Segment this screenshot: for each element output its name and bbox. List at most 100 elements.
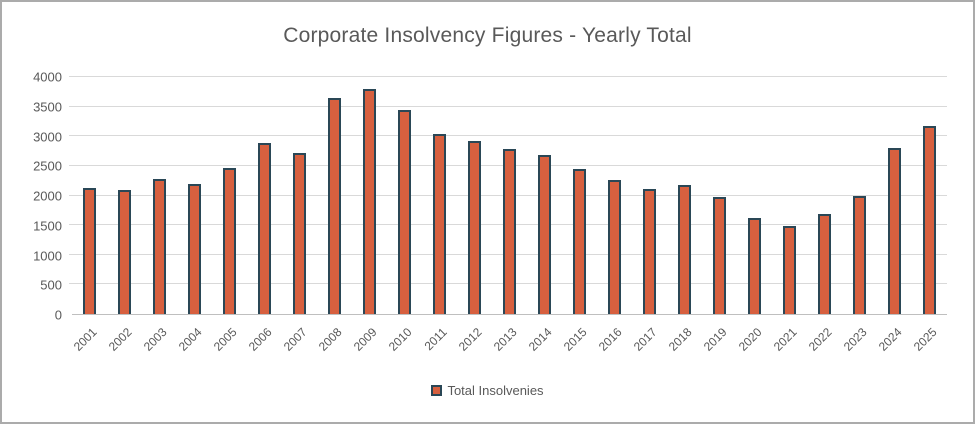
x-tick-slot: 2013 bbox=[490, 316, 527, 370]
bar-2019 bbox=[713, 197, 726, 314]
x-tick-label: 2010 bbox=[385, 325, 415, 354]
gridline bbox=[69, 105, 947, 107]
x-tick-slot: 2016 bbox=[596, 316, 632, 370]
x-tick-label: 2017 bbox=[630, 325, 660, 354]
bar-slot bbox=[492, 77, 527, 314]
x-tick-slot: 2002 bbox=[105, 316, 142, 370]
x-tick-label: 2006 bbox=[245, 325, 275, 354]
bar-slot bbox=[877, 77, 912, 314]
bar-slot bbox=[737, 77, 772, 314]
legend: Total Insolvenies bbox=[2, 383, 973, 398]
bar-2009 bbox=[363, 88, 376, 314]
x-tick-label: 2003 bbox=[140, 325, 170, 354]
x-tick-slot: 2025 bbox=[911, 316, 947, 370]
y-tick-label: 1000 bbox=[33, 248, 62, 263]
x-tick-label: 2004 bbox=[175, 325, 205, 354]
bar-slot bbox=[422, 77, 457, 314]
bar-2023 bbox=[853, 195, 866, 314]
bar-2014 bbox=[538, 154, 551, 314]
bar-slot bbox=[107, 77, 142, 314]
bar-series bbox=[72, 77, 947, 314]
bar-slot bbox=[457, 77, 492, 314]
bar-slot bbox=[772, 77, 807, 314]
x-tick-label: 2008 bbox=[315, 325, 345, 354]
bar-slot bbox=[912, 77, 947, 314]
x-tick-label: 2015 bbox=[560, 325, 590, 354]
bar-slot bbox=[562, 77, 597, 314]
x-tick-slot: 2017 bbox=[630, 316, 667, 370]
x-tick-slot: 2007 bbox=[280, 316, 317, 370]
bar-2025 bbox=[923, 126, 936, 314]
bar-slot bbox=[282, 77, 317, 314]
x-tick-label: 2011 bbox=[421, 325, 450, 354]
x-tick-label: 2022 bbox=[805, 325, 835, 354]
bar-slot bbox=[247, 77, 282, 314]
x-tick-slot: 2008 bbox=[315, 316, 352, 370]
bar-slot bbox=[317, 77, 352, 314]
x-tick-label: 2020 bbox=[735, 325, 765, 354]
x-tick-slot: 2004 bbox=[175, 316, 212, 370]
x-tick-label: 2007 bbox=[280, 325, 310, 354]
x-tick-slot: 2014 bbox=[525, 316, 562, 370]
x-tick-slot: 2019 bbox=[700, 316, 737, 370]
bar-2005 bbox=[223, 167, 236, 314]
legend-label: Total Insolvenies bbox=[447, 383, 544, 398]
x-tick-slot: 2011 bbox=[421, 316, 457, 370]
bar-2008 bbox=[328, 97, 341, 314]
bar-2016 bbox=[608, 180, 621, 314]
y-tick-label: 4000 bbox=[33, 69, 62, 85]
y-tick-label: 1500 bbox=[33, 218, 62, 234]
bar-slot bbox=[177, 77, 212, 314]
bar-slot bbox=[667, 77, 702, 314]
x-tick-label: 2013 bbox=[490, 325, 520, 354]
bar-slot bbox=[527, 77, 562, 314]
x-tick-label: 2005 bbox=[210, 325, 240, 354]
x-tick-slot: 2020 bbox=[735, 316, 772, 370]
bar-slot bbox=[72, 77, 107, 314]
x-tick-slot: 2006 bbox=[245, 316, 282, 370]
chart-title: Corporate Insolvency Figures - Yearly To… bbox=[283, 24, 692, 47]
bar-slot bbox=[842, 77, 877, 314]
bar-2022 bbox=[818, 214, 831, 314]
y-tick-label: 3000 bbox=[33, 129, 62, 144]
x-tick-slot: 2005 bbox=[210, 316, 247, 370]
bar-2010 bbox=[398, 110, 411, 314]
x-tick-slot: 2003 bbox=[140, 316, 177, 370]
bar-2011 bbox=[433, 134, 446, 314]
x-tick-label: 2014 bbox=[525, 325, 555, 354]
x-tick-label: 2001 bbox=[70, 325, 100, 354]
bar-2012 bbox=[468, 141, 481, 314]
x-tick-label: 2019 bbox=[700, 325, 730, 354]
bar-2007 bbox=[293, 152, 306, 314]
x-tick-slot: 2018 bbox=[666, 316, 702, 370]
x-axis-labels: 2001 2002 2003 2004 2005 2006 2007 2008 2009 2010… bbox=[70, 316, 947, 370]
y-tick-label: 0 bbox=[54, 307, 62, 323]
bar-slot bbox=[807, 77, 842, 314]
gridline bbox=[69, 135, 947, 137]
gridline bbox=[69, 76, 947, 77]
x-tick-label: 2012 bbox=[455, 325, 485, 354]
y-axis-labels: 0 500 1000 1500 2000 2500 3000 3500 4000 bbox=[2, 70, 62, 323]
x-tick-label: 2024 bbox=[875, 325, 905, 354]
bar-slot bbox=[387, 77, 422, 314]
bar-2018 bbox=[678, 185, 691, 314]
x-tick-label: 2021 bbox=[770, 325, 800, 354]
x-tick-slot: 2021 bbox=[770, 316, 807, 370]
bar-2004 bbox=[188, 184, 201, 314]
x-tick-label: 2009 bbox=[350, 325, 380, 354]
x-tick-slot: 2009 bbox=[350, 316, 387, 370]
x-tick-label: 2023 bbox=[840, 325, 870, 354]
x-tick-label: 2002 bbox=[105, 325, 135, 354]
y-tick-label: 2500 bbox=[33, 158, 62, 174]
bar-2013 bbox=[503, 149, 516, 314]
bar-slot bbox=[702, 77, 737, 314]
bar-2001 bbox=[83, 187, 96, 314]
bar-2021 bbox=[783, 225, 796, 314]
x-tick-slot: 2010 bbox=[385, 316, 422, 370]
x-tick-slot: 2022 bbox=[805, 316, 842, 370]
bar-2020 bbox=[748, 218, 761, 314]
bar-2002 bbox=[118, 190, 131, 314]
bar-slot bbox=[632, 77, 667, 314]
bar-2017 bbox=[643, 188, 656, 314]
